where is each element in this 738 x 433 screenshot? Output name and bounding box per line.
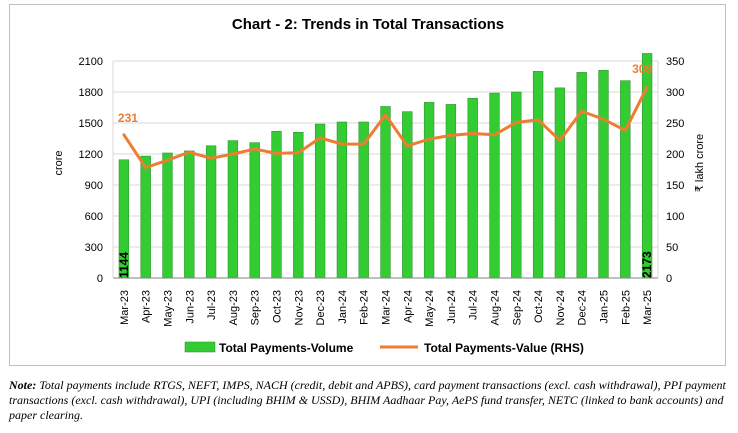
volume-bar bbox=[489, 92, 500, 279]
left-tick-label: 1800 bbox=[79, 87, 103, 99]
right-tick-label: 0 bbox=[666, 273, 672, 285]
right-tick-label: 300 bbox=[666, 87, 684, 99]
axes: 0 300 600 900 1200 1500 1800 2100 0 50 100 150 200 25… bbox=[79, 56, 685, 327]
left-axis-label: crore bbox=[53, 150, 65, 175]
x-tick-label: May-24 bbox=[424, 290, 436, 327]
x-tick-label: Feb-25 bbox=[620, 290, 632, 325]
x-tick-label: Jul-24 bbox=[468, 290, 480, 320]
right-tick-label: 350 bbox=[666, 56, 684, 68]
x-tick-label: Nov-24 bbox=[555, 290, 567, 325]
x-tick-label: Sep-23 bbox=[250, 290, 262, 325]
volume-bar bbox=[205, 145, 217, 279]
volume-bar bbox=[598, 70, 609, 279]
volume-data-label: 2173 bbox=[640, 251, 654, 278]
left-tick-label: 300 bbox=[85, 242, 103, 254]
right-tick-label: 150 bbox=[666, 180, 684, 192]
note-text: Total payments include RTGS, NEFT, IMPS,… bbox=[9, 378, 726, 422]
volume-bar bbox=[249, 142, 260, 279]
value-data-label: 308 bbox=[632, 62, 652, 76]
x-tick-label: Jun-23 bbox=[184, 290, 196, 324]
left-tick-label: 1500 bbox=[79, 118, 103, 130]
x-tick-label: Jan-25 bbox=[599, 290, 611, 324]
legend-label-value: Total Payments-Value (RHS) bbox=[424, 341, 584, 355]
bar-series: 1144 2173 bbox=[117, 53, 654, 279]
volume-bar bbox=[162, 152, 173, 279]
volume-bar bbox=[620, 80, 631, 279]
legend-swatch-volume bbox=[184, 341, 216, 353]
x-tick-label: Nov-23 bbox=[293, 290, 305, 325]
right-tick-label: 200 bbox=[666, 149, 684, 161]
volume-bar bbox=[576, 72, 587, 279]
volume-bar bbox=[445, 104, 457, 279]
value-data-label: 231 bbox=[118, 111, 138, 125]
volume-bar bbox=[184, 150, 195, 279]
line-series: 231 308 bbox=[118, 62, 652, 170]
value-line bbox=[122, 85, 649, 170]
x-tick-label: May-23 bbox=[163, 290, 175, 327]
left-tick-label: 0 bbox=[97, 273, 103, 285]
combo-chart: Chart - 2: Trends in Total Transactions … bbox=[53, 16, 706, 355]
volume-data-label: 1144 bbox=[117, 252, 131, 278]
chart-title: Chart - 2: Trends in Total Transactions bbox=[232, 16, 504, 33]
x-tick-label: Sep-24 bbox=[511, 290, 523, 325]
x-tick-label: Mar-23 bbox=[119, 290, 131, 325]
note-label: Note: bbox=[9, 378, 37, 392]
volume-bar bbox=[402, 111, 413, 279]
x-tick-label: Mar-24 bbox=[381, 290, 393, 325]
x-tick-label: Dec-23 bbox=[315, 290, 327, 325]
right-axis-label: ₹ lakh crore bbox=[694, 134, 706, 192]
x-tick-label: Oct-23 bbox=[272, 290, 284, 323]
x-tick-label: Apr-24 bbox=[402, 290, 414, 323]
left-tick-label: 900 bbox=[85, 180, 103, 192]
left-tick-label: 2100 bbox=[79, 56, 103, 68]
x-tick-label: Mar-25 bbox=[642, 290, 654, 325]
x-tick-label: Jul-23 bbox=[206, 290, 218, 320]
x-tick-label: Jun-24 bbox=[446, 290, 458, 324]
volume-bar bbox=[314, 123, 326, 279]
volume-bar bbox=[380, 106, 391, 279]
x-tick-label: Jan-24 bbox=[337, 290, 349, 324]
right-tick-label: 50 bbox=[666, 242, 678, 254]
x-tick-label: Aug-24 bbox=[490, 290, 502, 325]
left-tick-label: 600 bbox=[85, 211, 103, 223]
x-tick-label: Aug-23 bbox=[228, 290, 240, 325]
x-tick-label: Apr-23 bbox=[141, 290, 153, 323]
left-tick-label: 1200 bbox=[79, 149, 103, 161]
volume-bar bbox=[511, 91, 522, 279]
legend-label-volume: Total Payments-Volume bbox=[219, 341, 354, 355]
volume-bar bbox=[532, 71, 544, 279]
x-tick-label: Oct-24 bbox=[533, 290, 545, 323]
legend: Total Payments-Volume Total Payments-Val… bbox=[184, 341, 584, 355]
right-tick-label: 100 bbox=[666, 211, 684, 223]
volume-bar bbox=[423, 102, 435, 279]
x-tick-label: Feb-24 bbox=[359, 290, 371, 325]
right-tick-label: 250 bbox=[666, 118, 684, 130]
volume-bar bbox=[140, 155, 151, 279]
footnote: Note: Total payments include RTGS, NEFT,… bbox=[9, 378, 729, 423]
x-tick-label: Dec-24 bbox=[577, 290, 589, 325]
volume-bar bbox=[467, 97, 478, 279]
volume-bar bbox=[554, 87, 566, 279]
volume-bar bbox=[227, 140, 239, 279]
